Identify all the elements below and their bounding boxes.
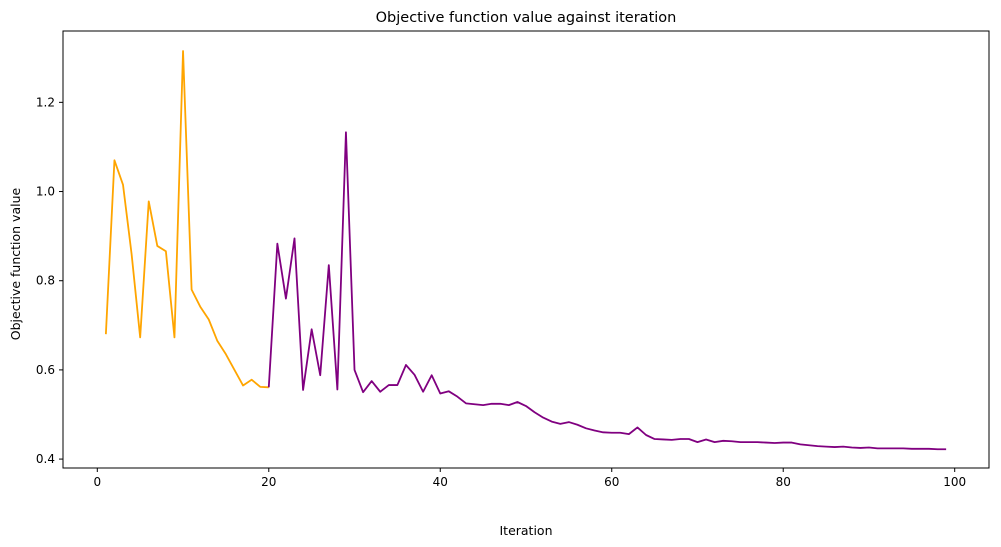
x-tick-label: 80 <box>776 475 791 489</box>
y-axis-label: Objective function value <box>8 187 23 340</box>
series-layer <box>104 50 947 451</box>
y-axis: 0.4 0.6 0.8 1.0 1.2 <box>36 95 63 466</box>
y-tick-label: 1.2 <box>36 95 55 109</box>
x-axis-label: Iteration <box>499 523 552 538</box>
x-axis: 0 20 40 60 80 100 <box>93 468 966 489</box>
x-tick-label: 0 <box>93 475 101 489</box>
x-tick-label: 60 <box>604 475 619 489</box>
y-tick-label: 0.8 <box>36 274 55 288</box>
chart-title: Objective function value against iterati… <box>376 10 677 26</box>
y-tick-label: 0.6 <box>36 363 55 377</box>
series-line-2 <box>267 131 947 451</box>
plot-frame <box>62 30 990 469</box>
x-tick-label: 20 <box>261 475 276 489</box>
x-tick-label: 40 <box>433 475 448 489</box>
series-line-1 <box>104 50 269 389</box>
y-tick-label: 1.0 <box>36 185 55 199</box>
y-tick-label: 0.4 <box>36 452 55 466</box>
x-tick-label: 100 <box>943 475 966 489</box>
